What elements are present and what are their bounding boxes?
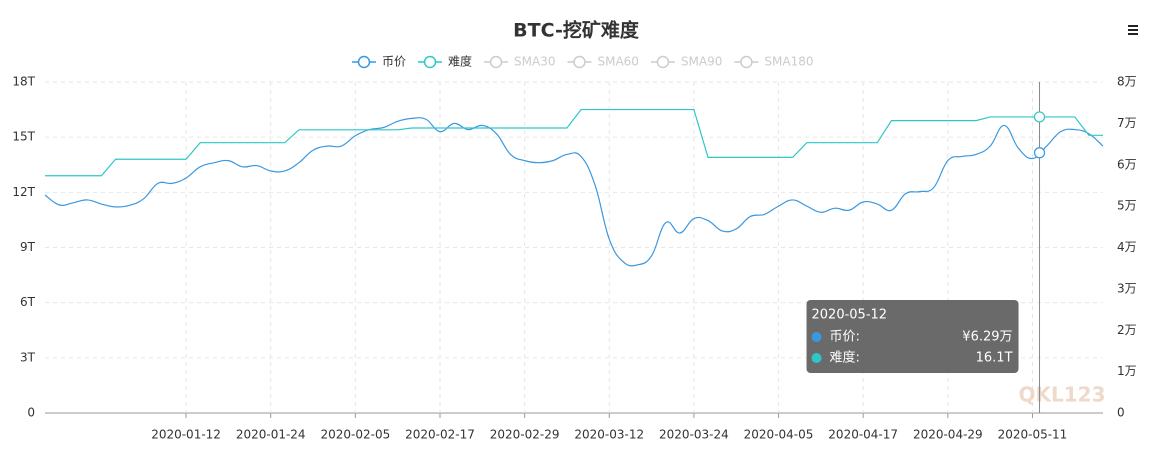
- legend-item-inactive[interactable]: SMA180: [734, 55, 813, 69]
- menu-bar: [1128, 29, 1138, 31]
- tooltip-swatch: [811, 332, 822, 342]
- watermark: QKL123: [1019, 383, 1106, 407]
- x-tick-label: 2020-02-17: [405, 428, 475, 442]
- legend-item[interactable]: 币价: [352, 55, 406, 69]
- series-line: [45, 108, 1103, 177]
- y2-tick-label: 0: [1117, 406, 1125, 420]
- legend-marker: [357, 55, 371, 69]
- tooltip-box: [806, 300, 1019, 373]
- x-tick-label: 2020-01-12: [151, 428, 221, 442]
- legend-label: SMA90: [681, 55, 722, 69]
- x-tick-label: 2020-02-29: [490, 428, 560, 442]
- y2-tick-label: 7万: [1117, 116, 1137, 130]
- x-tick-label: 2020-02-05: [320, 428, 390, 442]
- y-tick-label: 18T: [12, 75, 35, 89]
- menu-bar: [1128, 25, 1138, 27]
- y-tick-label: 0: [27, 406, 35, 420]
- legend-item-inactive[interactable]: SMA90: [650, 55, 722, 69]
- tooltip-value: 16.1T: [976, 351, 1013, 366]
- x-tick-label: 2020-05-11: [998, 428, 1068, 442]
- legend-item[interactable]: 难度: [418, 54, 472, 69]
- legend-marker: [656, 55, 670, 69]
- x-tick-label: 2020-04-17: [828, 428, 898, 442]
- y2-tick-label: 3万: [1117, 281, 1137, 295]
- menu-bar: [1128, 33, 1138, 35]
- tooltip-date: 2020-05-12: [812, 308, 888, 323]
- x-tick-label: 2020-01-24: [236, 428, 306, 442]
- legend-label: SMA180: [764, 55, 813, 69]
- y2-tick-label: 6万: [1117, 157, 1137, 171]
- y-tick-label: 12T: [12, 185, 35, 199]
- x-tick-label: 2020-04-29: [913, 428, 983, 442]
- y2-tick-label: 8万: [1117, 75, 1137, 89]
- tooltip-value: ¥6.29万: [962, 330, 1012, 345]
- legend-marker: [740, 55, 753, 69]
- tooltip-point: [1033, 111, 1046, 123]
- y-tick-label: 9T: [20, 240, 36, 254]
- x-tick-label: 2020-04-05: [744, 428, 814, 442]
- series-line: [44, 117, 1104, 267]
- y2-tick-label: 5万: [1117, 199, 1137, 213]
- legend-marker: [489, 55, 503, 69]
- legend-item-inactive[interactable]: SMA30: [484, 55, 555, 69]
- tooltip-name: 难度:: [830, 350, 860, 366]
- legend-label: 难度: [448, 54, 472, 69]
- legend-label: SMA30: [514, 55, 555, 69]
- y2-tick-label: 1万: [1117, 364, 1137, 378]
- menu-icon[interactable]: [1128, 25, 1138, 35]
- legend-marker: [573, 55, 586, 69]
- x-tick-label: 2020-03-24: [659, 428, 729, 442]
- legend-marker: [423, 55, 437, 69]
- tooltip-swatch: [811, 353, 822, 363]
- x-tick-label: 2020-03-12: [574, 428, 644, 442]
- legend-label: SMA60: [597, 55, 638, 69]
- y2-tick-label: 4万: [1117, 240, 1137, 254]
- y-tick-label: 3T: [20, 350, 36, 364]
- legend-label: 币价: [382, 55, 406, 69]
- legend-item-inactive[interactable]: SMA60: [567, 55, 639, 69]
- y2-tick-label: 2万: [1117, 323, 1137, 337]
- y-tick-label: 6T: [20, 295, 36, 309]
- chart-title: BTC-挖矿难度: [513, 19, 640, 42]
- y-tick-label: 15T: [12, 130, 35, 144]
- tooltip-point: [1033, 147, 1046, 159]
- tooltip-name: 币价:: [830, 330, 860, 345]
